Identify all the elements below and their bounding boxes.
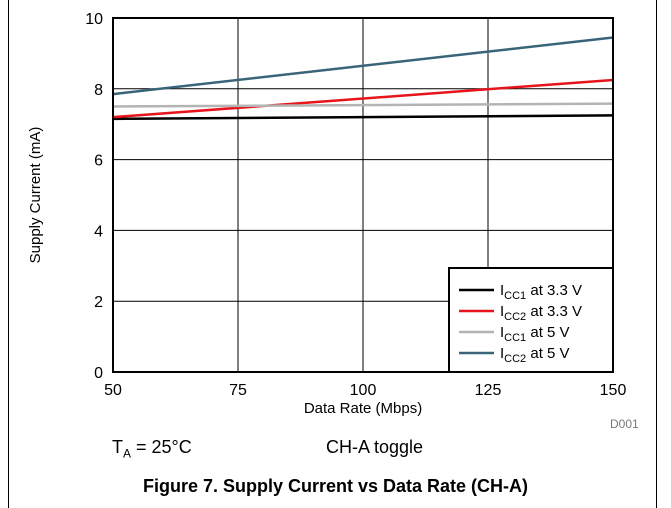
y-tick-label: 6 (94, 153, 103, 170)
y-axis-label: Supply Current (mA) (27, 127, 44, 264)
legend-entry: ICC1 at 3.3 V (500, 282, 582, 302)
y-tick-label: 0 (94, 365, 103, 382)
series-line (112, 78, 614, 119)
y-tick-label: 4 (94, 223, 103, 240)
x-tick-label: 150 (600, 382, 627, 399)
temperature-note: TA = 25°C (112, 437, 192, 461)
mode-note: CH-A toggle (326, 437, 424, 457)
x-tick-label: 75 (229, 382, 247, 399)
legend-entry: ICC2 at 3.3 V (500, 303, 582, 323)
legend-entry: ICC1 at 5 V (500, 324, 570, 344)
x-tick-label: 50 (104, 382, 122, 399)
y-tick-label: 8 (94, 82, 103, 99)
chart-id-label: D001 (610, 417, 639, 431)
y-tick-label: 2 (94, 294, 103, 311)
temperature-symbol: T (112, 437, 123, 457)
temperature-value: = 25°C (131, 437, 192, 457)
supply-current-chart: 50 75 100 125 150 0 2 4 6 8 10 Data Rate (Mbps) Su… (27, 11, 626, 417)
figure-caption: Figure 7. Supply Current vs Data Rate (C… (142, 476, 529, 496)
legend-entry: ICC2 at 5 V (500, 345, 570, 365)
figure-frame (8, 0, 657, 508)
x-tick-label: 125 (475, 382, 502, 399)
legend-box (448, 267, 614, 373)
series-line (112, 102, 614, 108)
x-axis-label: Data Rate (Mbps) (304, 400, 422, 417)
series-layer (112, 36, 614, 121)
series-line (112, 36, 614, 96)
series-line (112, 114, 614, 121)
x-tick-label: 100 (350, 382, 377, 399)
y-tick-label: 10 (85, 11, 103, 28)
temperature-subscript: A (123, 446, 132, 461)
tick-labels: 50 75 100 125 150 0 2 4 6 8 10 (85, 11, 626, 399)
plot-area-border (112, 17, 614, 373)
